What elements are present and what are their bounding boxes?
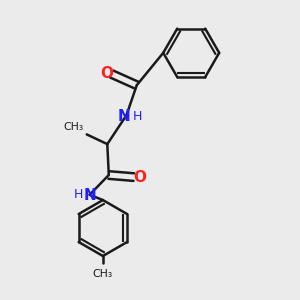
- Text: H: H: [74, 188, 83, 201]
- Text: H: H: [133, 110, 142, 123]
- Text: CH₃: CH₃: [64, 122, 84, 132]
- Text: O: O: [100, 66, 113, 81]
- Text: O: O: [133, 169, 146, 184]
- Text: N: N: [118, 109, 130, 124]
- Text: CH₃: CH₃: [93, 269, 113, 279]
- Text: N: N: [84, 188, 97, 203]
